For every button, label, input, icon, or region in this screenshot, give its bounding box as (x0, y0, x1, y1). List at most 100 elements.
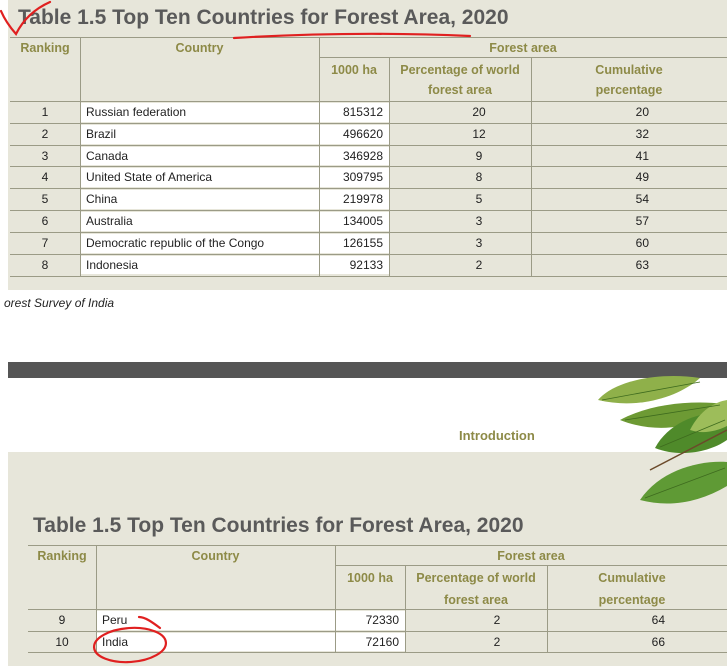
rank-cell: 8 (41, 257, 49, 272)
page-separator (8, 362, 727, 378)
percentage-cell: 2 (493, 613, 501, 627)
country-cell: Democratic republic of the Congo (86, 235, 265, 250)
rule (319, 57, 727, 58)
ha-cell-bg (320, 146, 389, 166)
running-header: Introduction (459, 428, 535, 443)
cumulative-cell: 20 (635, 105, 649, 119)
rule (28, 545, 727, 546)
area-cell: 496620 (342, 126, 383, 141)
col-header-pct-line2: forest area (444, 593, 508, 607)
rank-cell: 5 (41, 192, 49, 207)
rank-cell: 10 (55, 634, 69, 649)
cumulative-cell: 57 (635, 214, 649, 228)
area-cell: 134005 (342, 214, 383, 228)
rank-cell: 4 (41, 170, 49, 185)
area-cell: 309795 (342, 170, 383, 185)
source-note: orest Survey of India (4, 296, 115, 310)
rule (319, 37, 320, 276)
top-table-title: Table 1.5 Top Ten Countries for Forest A… (18, 6, 509, 29)
percentage-cell: 20 (472, 105, 486, 119)
ha-cell-bg (336, 632, 405, 651)
rank-cell: 1 (41, 105, 49, 119)
rule (96, 545, 97, 652)
rank-cell: 9 (58, 613, 66, 627)
ha-cell-bg (320, 190, 389, 209)
cumulative-cell: 66 (651, 634, 665, 649)
rank-cell: 3 (41, 148, 49, 163)
cumulative-cell: 54 (635, 192, 649, 207)
country-cell: Australia (86, 214, 133, 228)
row-divider (10, 166, 727, 168)
rule (547, 565, 548, 652)
col-header-1000ha: 1000 ha (347, 571, 393, 585)
col-header-country: Country (191, 549, 240, 563)
col-header-cum-line1: Cumulative (598, 571, 666, 585)
country-cell: United State of America (86, 170, 213, 185)
country-cell-bg (81, 103, 319, 122)
country-cell: China (86, 192, 118, 207)
country-cell: Canada (86, 148, 129, 163)
cumulative-cell: 32 (635, 126, 649, 141)
country-cell: India (102, 634, 129, 649)
area-cell: 126155 (342, 235, 383, 250)
rule (28, 652, 727, 653)
rank-cell: 7 (41, 235, 49, 250)
percentage-cell: 2 (475, 257, 483, 272)
area-cell: 346928 (342, 148, 383, 163)
ha-cell-bg (320, 255, 389, 275)
country-cell-bg (81, 146, 319, 166)
country-cell-bg (81, 212, 319, 231)
col-header-cum-line1: Cumulative (595, 63, 663, 77)
country-cell-bg (81, 255, 319, 275)
area-cell: 219978 (342, 192, 383, 207)
row-divider (10, 188, 727, 190)
country-cell-bg (81, 190, 319, 209)
cumulative-cell: 41 (635, 148, 649, 163)
col-header-ranking: Ranking (37, 549, 87, 563)
percentage-cell: 3 (475, 235, 483, 250)
rule (335, 565, 727, 566)
rule (28, 609, 727, 610)
col-header-ranking: Ranking (20, 41, 70, 55)
col-header-forest-area: Forest area (489, 41, 557, 55)
ha-cell-bg (320, 233, 389, 253)
row-divider (10, 231, 727, 233)
col-header-forest-area: Forest area (497, 549, 565, 563)
cumulative-cell: 49 (635, 170, 649, 185)
area-cell: 72160 (365, 634, 399, 649)
rule (10, 276, 727, 277)
rule (10, 37, 727, 38)
percentage-cell: 3 (475, 214, 483, 228)
col-header-pct-line1: Percentage of world (400, 63, 520, 77)
row-divider (10, 253, 727, 255)
bottom-table-title: Table 1.5 Top Ten Countries for Forest A… (33, 514, 524, 537)
col-header-pct-line1: Percentage of world (416, 571, 536, 585)
rule (405, 565, 406, 652)
ha-cell-bg (320, 212, 389, 231)
country-cell: Russian federation (86, 105, 187, 119)
ha-cell-bg (336, 611, 405, 630)
area-cell: 92133 (349, 257, 383, 272)
cumulative-cell: 64 (651, 613, 665, 627)
cumulative-cell: 63 (635, 257, 649, 272)
row-divider (10, 144, 727, 146)
country-cell-bg (81, 124, 319, 144)
rule (10, 101, 727, 102)
col-header-cum-line2: percentage (598, 593, 666, 607)
cumulative-cell: 60 (635, 235, 649, 250)
country-cell-bg (81, 168, 319, 188)
col-header-cum-line2: percentage (595, 83, 663, 97)
col-header-country: Country (175, 41, 224, 55)
rank-cell: 2 (41, 126, 49, 141)
percentage-cell: 12 (472, 126, 486, 141)
country-cell-bg (81, 233, 319, 253)
row-divider (10, 122, 727, 124)
percentage-cell: 5 (475, 192, 483, 207)
row-divider (10, 210, 727, 211)
ha-cell-bg (320, 103, 389, 122)
rule (80, 37, 81, 276)
percentage-cell: 2 (493, 634, 501, 649)
rule (335, 545, 336, 652)
percentage-cell: 8 (475, 170, 483, 185)
country-cell: Brazil (86, 126, 117, 141)
